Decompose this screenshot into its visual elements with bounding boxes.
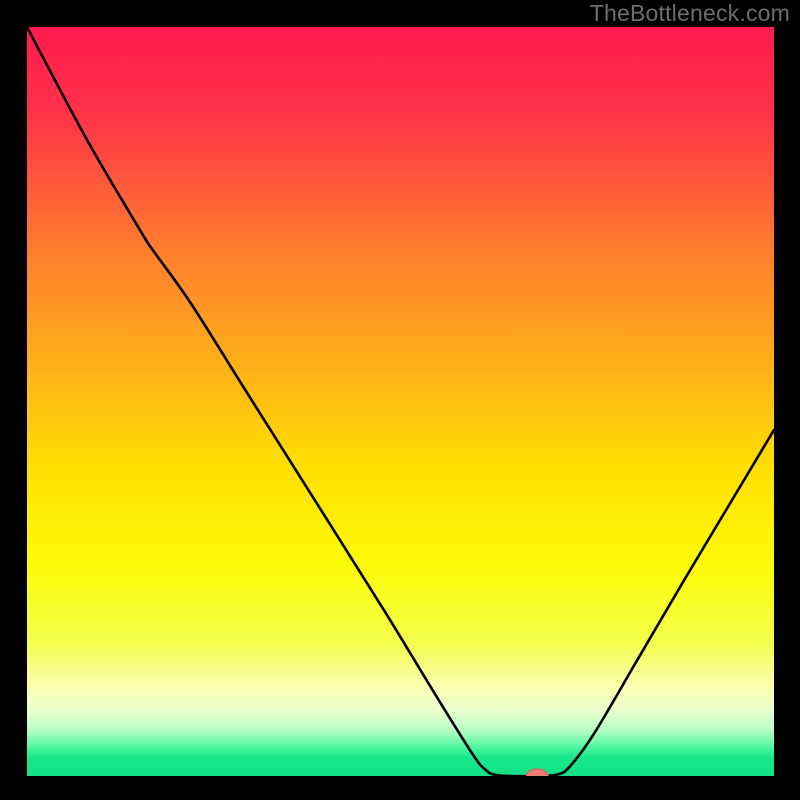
bottleneck-curve-chart	[0, 0, 800, 800]
chart-frame: TheBottleneck.com	[0, 0, 800, 800]
watermark-text: TheBottleneck.com	[590, 0, 790, 27]
